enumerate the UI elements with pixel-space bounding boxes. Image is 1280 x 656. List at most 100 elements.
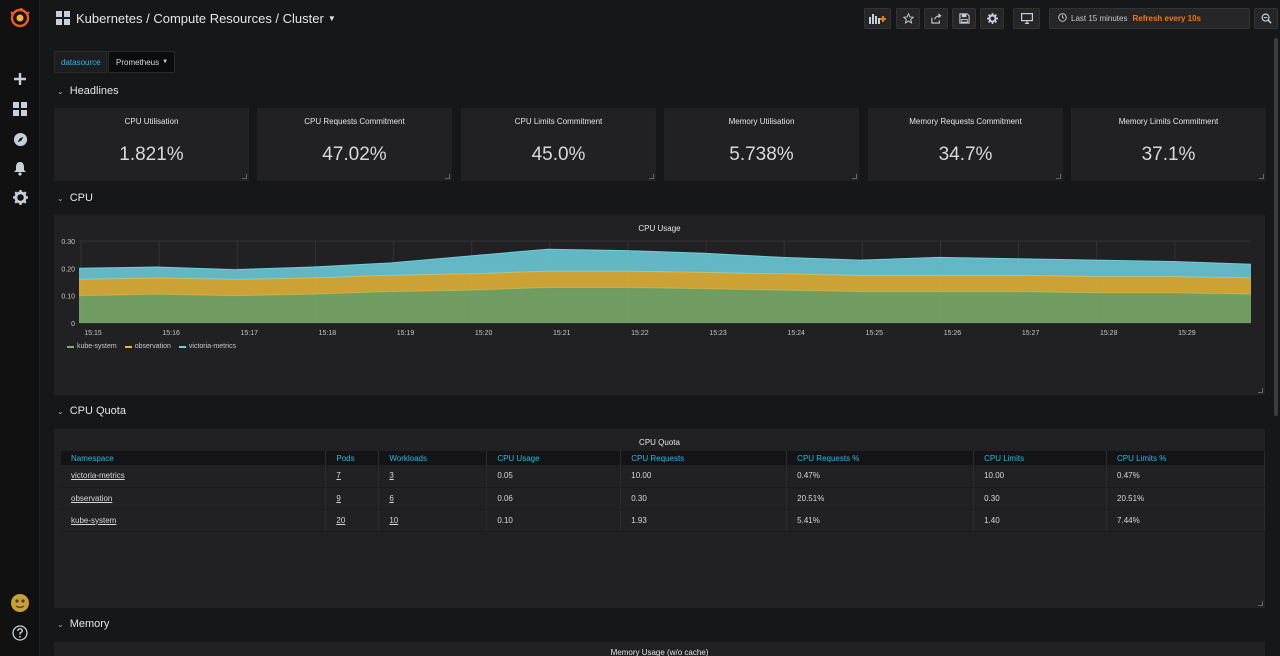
page-scrollbar[interactable] [1274, 38, 1278, 416]
panel-title[interactable]: CPU Requests Commitment [304, 117, 405, 126]
panel-resize-handle[interactable] [445, 174, 450, 179]
gear-icon [986, 13, 998, 24]
avatar[interactable] [8, 591, 32, 615]
panel-title[interactable]: CPU Utilisation [124, 117, 179, 126]
panel-resize-handle[interactable] [852, 174, 857, 179]
memory-usage-panel: Memory Usage (w/o cache) [54, 642, 1265, 656]
dashboard-grid-icon [56, 11, 70, 25]
legend-item-victoria-metrics[interactable]: victoria-metrics [178, 343, 236, 350]
cell-link[interactable]: 7 [336, 471, 341, 481]
panel-resize-handle[interactable] [1056, 174, 1061, 179]
x-tick-label: 15:23 [709, 330, 727, 337]
table-cell-link[interactable]: 3 [378, 465, 488, 488]
column-header[interactable]: Pods [325, 451, 380, 465]
stat-panel: CPU Limits Commitment 45.0% [461, 108, 656, 181]
legend-label: victoria-metrics [188, 343, 236, 350]
legend-label: observation [134, 343, 171, 350]
stat-panel: Memory Requests Commitment 34.7% [868, 108, 1063, 181]
panel-resize-handle[interactable] [1258, 601, 1263, 606]
add-panel-button[interactable] [864, 8, 891, 29]
share-icon [930, 13, 942, 24]
star-dashboard-button[interactable] [896, 8, 920, 29]
help-icon[interactable] [8, 621, 32, 645]
zoom-out-button[interactable] [1254, 8, 1278, 29]
cell-link[interactable]: observation [71, 493, 113, 503]
table-cell: 0.06 [486, 487, 622, 510]
cell-link[interactable]: victoria-metrics [71, 471, 125, 481]
cell-link[interactable]: 9 [336, 493, 341, 503]
dashboard-title[interactable]: Kubernetes / Compute Resources / Cluster… [76, 11, 336, 26]
table-cell-link[interactable]: kube-system [61, 509, 327, 532]
x-tick-label: 15:21 [553, 330, 571, 337]
table-cell-link[interactable]: 9 [325, 487, 380, 510]
column-header[interactable]: Namespace [61, 451, 327, 465]
panel-title[interactable]: Memory Usage (w/o cache) [610, 648, 709, 656]
area-series-observation[interactable] [79, 271, 1251, 296]
table-cell-link[interactable]: 10 [378, 509, 488, 532]
x-tick-label: 15:20 [475, 330, 493, 337]
stat-panel: Memory Limits Commitment 37.1% [1071, 108, 1266, 181]
area-series-kube-system[interactable] [79, 287, 1251, 324]
x-tick-label: 15:17 [241, 330, 259, 337]
table-cell: 20.51% [1106, 487, 1265, 510]
table-row: observation 9 6 0.06 0.30 20.51% 0.30 20.51% [61, 487, 1265, 510]
x-tick-label: 15:15 [84, 330, 102, 337]
bell-icon[interactable] [8, 156, 32, 180]
panel-title[interactable]: Memory Requests Commitment [909, 117, 1022, 126]
table-cell-link[interactable]: 20 [325, 509, 380, 532]
panel-resize-handle[interactable] [649, 174, 654, 179]
gear-icon[interactable] [8, 185, 32, 209]
table-cell-link[interactable]: observation [61, 487, 327, 510]
row-cpu[interactable]: ⌄ CPU [57, 192, 93, 204]
save-dashboard-button[interactable] [952, 8, 976, 29]
legend-item-kube-system[interactable]: kube-system [67, 343, 117, 350]
stat-panel: Memory Utilisation 5.738% [664, 108, 859, 181]
column-header[interactable]: Workloads [378, 451, 488, 465]
panel-title[interactable]: Memory Limits Commitment [1118, 117, 1219, 126]
cell-link[interactable]: 6 [389, 493, 394, 503]
add-panel-icon [869, 14, 886, 24]
table-cell-link[interactable]: 6 [378, 487, 488, 510]
panel-title[interactable]: CPU Usage [638, 224, 681, 233]
time-range-picker[interactable]: Last 15 minutes Refresh every 10s [1049, 8, 1250, 29]
column-header[interactable]: CPU Limits [973, 451, 1108, 465]
column-header[interactable]: CPU Limits % [1106, 451, 1265, 465]
cell-link[interactable]: 10 [389, 515, 399, 525]
share-dashboard-button[interactable] [924, 8, 948, 29]
search-minus-icon [1261, 13, 1272, 24]
column-header[interactable]: CPU Requests % [786, 451, 975, 465]
table-cell-link[interactable]: victoria-metrics [61, 465, 327, 488]
row-headlines[interactable]: ⌄ Headlines [57, 85, 119, 97]
dashboard-settings-button[interactable] [980, 8, 1004, 29]
cpu-usage-chart[interactable]: 0.30 0.20 0.10 0 15:15 15:16 15:17 15:18 15:19 15… [55, 216, 1266, 341]
cell-link[interactable]: 20 [336, 515, 346, 525]
column-header[interactable]: CPU Requests [620, 451, 788, 465]
x-tick-label: 15:16 [162, 330, 180, 337]
panel-resize-handle[interactable] [1258, 388, 1263, 393]
panel-title[interactable]: Memory Utilisation [728, 117, 795, 126]
panel-resize-handle[interactable] [242, 174, 247, 179]
dashboards-icon[interactable] [8, 97, 32, 121]
table-row: victoria-metrics 7 3 0.05 10.00 0.47% 10.00 0.4… [61, 465, 1265, 488]
cell-link[interactable]: kube-system [71, 515, 117, 525]
column-header[interactable]: CPU Usage [486, 451, 622, 465]
explore-icon[interactable] [8, 127, 32, 151]
area-series-victoria-metrics[interactable] [79, 249, 1251, 280]
legend-swatch [124, 345, 132, 348]
panel-resize-handle[interactable] [1259, 174, 1264, 179]
stat-panel: CPU Utilisation 1.821% [54, 108, 249, 181]
cell-link[interactable]: 3 [389, 471, 394, 481]
panel-title[interactable]: CPU Quota [639, 438, 680, 447]
table-cell-link[interactable]: 7 [325, 465, 380, 488]
panel-title[interactable]: CPU Limits Commitment [514, 117, 603, 126]
plus-icon[interactable] [8, 67, 32, 91]
cycle-view-mode-button[interactable] [1013, 8, 1040, 29]
row-memory[interactable]: ⌄ Memory [57, 618, 109, 630]
grafana-logo-icon[interactable] [8, 6, 32, 30]
datasource-variable-select[interactable]: Prometheus ▼ [108, 51, 175, 73]
chevron-down-icon: ▼ [162, 59, 169, 65]
legend-item-observation[interactable]: observation [124, 343, 171, 350]
save-icon [958, 13, 970, 24]
line-series-victoria-metrics [78, 248, 1252, 271]
row-cpu-quota[interactable]: ⌄ CPU Quota [57, 405, 126, 417]
